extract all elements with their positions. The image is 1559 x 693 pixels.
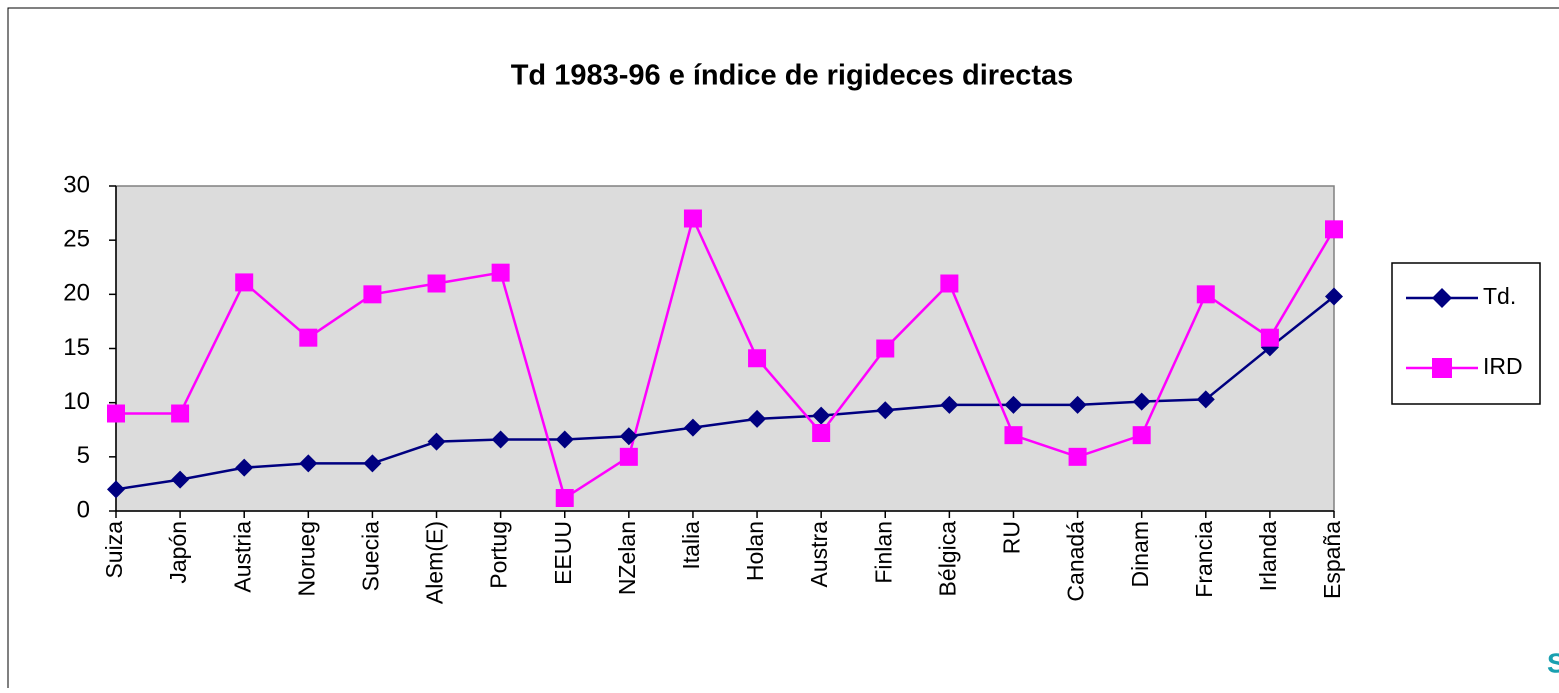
data-point	[171, 470, 190, 489]
y-tick-label: 0	[77, 496, 90, 523]
x-tick-label: RU	[999, 521, 1025, 554]
data-point	[1068, 447, 1087, 466]
data-point	[812, 406, 831, 425]
data-point	[1132, 426, 1151, 445]
data-point	[1004, 426, 1023, 445]
x-tick-label: Portug	[486, 521, 512, 589]
x-tick-label: Bélgica	[934, 521, 960, 597]
data-point	[107, 480, 125, 499]
y-tick-label: 20	[63, 280, 90, 307]
data-point	[683, 418, 702, 437]
data-point	[619, 427, 638, 446]
data-point	[555, 430, 574, 449]
data-point	[235, 273, 254, 292]
data-point	[940, 395, 959, 414]
x-tick-label: Suiza	[101, 521, 127, 579]
data-point	[427, 274, 446, 293]
data-point	[812, 424, 831, 442]
data-point	[427, 432, 446, 451]
legend-label: IRD	[1483, 353, 1523, 379]
x-tick-label: Francia	[1191, 521, 1217, 598]
x-tick-label: Dinam	[1127, 521, 1153, 587]
y-tick-label: 15	[63, 334, 90, 361]
data-point	[748, 349, 767, 368]
x-tick-label: NZelan	[614, 521, 640, 595]
series-line	[115, 295, 1335, 491]
data-point	[363, 454, 382, 473]
y-tick-label: 5	[77, 442, 90, 469]
data-point	[876, 339, 895, 358]
data-point	[1325, 220, 1343, 239]
data-point	[235, 458, 254, 477]
data-point	[299, 328, 318, 347]
data-point	[491, 430, 510, 449]
legend-label: Td.	[1483, 283, 1516, 309]
plot-area	[115, 185, 1335, 512]
data-point	[1068, 395, 1087, 414]
x-tick-label: Suecia	[357, 521, 383, 592]
x-tick-label: España	[1319, 521, 1345, 599]
series-line	[116, 214, 1336, 500]
data-point	[171, 404, 190, 423]
annotation: S	[1547, 647, 1559, 678]
x-tick-label: Finlan	[870, 521, 896, 584]
x-tick-label: Canadá	[1063, 521, 1089, 602]
data-point	[299, 454, 318, 473]
data-point	[1260, 328, 1279, 347]
x-tick-label: Italia	[678, 521, 704, 570]
data-point	[1004, 395, 1023, 414]
chart-title: Td 1983-96 e índice de rigideces directa…	[511, 60, 1074, 92]
x-tick-label: Japón	[165, 521, 191, 584]
data-point	[1132, 392, 1151, 411]
legend-marker	[1432, 288, 1452, 308]
data-point	[555, 489, 574, 507]
data-point	[363, 285, 382, 304]
x-tick-label: Holan	[742, 521, 768, 581]
x-tick-label: Austria	[229, 521, 255, 593]
data-point	[876, 401, 895, 420]
data-point	[491, 263, 510, 282]
legend-box	[1391, 262, 1541, 405]
x-tick-label: EEUU	[550, 521, 576, 585]
data-point	[940, 274, 959, 293]
data-point	[1325, 287, 1343, 306]
data-point	[748, 409, 767, 428]
y-tick-label: 30	[63, 171, 90, 198]
y-tick-label: 25	[63, 226, 90, 253]
x-tick-label: Norueg	[293, 521, 319, 596]
data-point	[1196, 285, 1215, 304]
data-point	[107, 404, 125, 423]
x-tick-label: Irlanda	[1255, 521, 1281, 592]
data-point	[619, 447, 638, 466]
legend-marker	[1432, 358, 1452, 378]
x-tick-label: Alem(E)	[422, 521, 448, 604]
data-point	[683, 209, 702, 228]
y-tick-label: 10	[63, 388, 90, 415]
data-point	[1196, 390, 1215, 409]
x-tick-label: Austra	[806, 521, 832, 588]
